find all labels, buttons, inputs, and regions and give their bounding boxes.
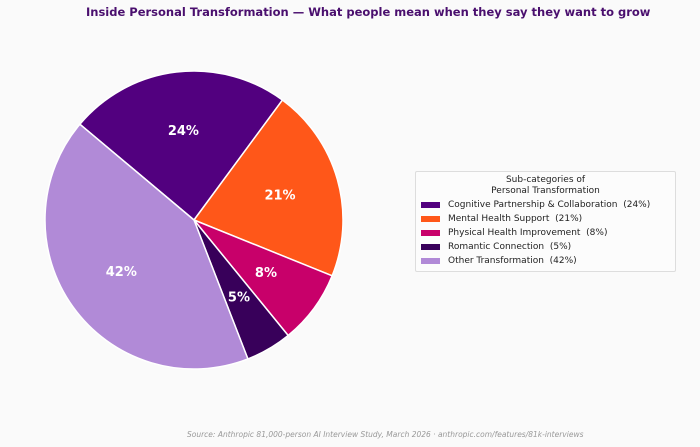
pie-slice — [78, 70, 284, 222]
legend-label: Physical Health Improvement (8%) — [448, 228, 608, 238]
legend-swatch — [421, 230, 440, 236]
legend-title-line1: Sub-categories of — [505, 175, 586, 185]
source-note: Source: Anthropic 81,000-person AI Inter… — [187, 430, 584, 439]
chart-title: Inside Personal Transformation — What pe… — [86, 5, 651, 19]
legend-label: Romantic Connection (5%) — [448, 242, 572, 252]
slice-data-label: 24% — [168, 124, 199, 139]
legend-label: Other Transformation (42%) — [448, 256, 577, 266]
legend: Sub-categories of Personal Transformatio… — [415, 171, 676, 272]
slice-data-label: 21% — [264, 189, 295, 204]
pie-slice — [44, 123, 249, 370]
legend-items: Cognitive Partnership & Collaboration (2… — [416, 198, 675, 268]
legend-item: Physical Health Improvement (8%) — [416, 226, 675, 240]
legend-item: Romantic Connection (5%) — [416, 240, 675, 254]
slice-data-label: 5% — [228, 290, 250, 305]
legend-title: Sub-categories of Personal Transformatio… — [416, 175, 675, 197]
legend-title-line2: Personal Transformation — [491, 186, 600, 196]
legend-item: Mental Health Support (21%) — [416, 212, 675, 226]
legend-label: Cognitive Partnership & Collaboration (2… — [448, 200, 651, 210]
pie-chart: 24% 21% 8% 5% 42% — [44, 70, 344, 370]
legend-swatch — [421, 258, 440, 264]
pie-slice — [192, 99, 344, 277]
legend-item: Other Transformation (42%) — [416, 254, 675, 268]
slice-data-label: 42% — [106, 265, 137, 280]
legend-label: Mental Health Support (21%) — [448, 214, 583, 224]
legend-swatch — [421, 244, 440, 250]
legend-swatch — [421, 216, 440, 222]
legend-item: Cognitive Partnership & Collaboration (2… — [416, 198, 675, 212]
legend-swatch — [421, 202, 440, 208]
slice-data-label: 8% — [255, 266, 277, 281]
